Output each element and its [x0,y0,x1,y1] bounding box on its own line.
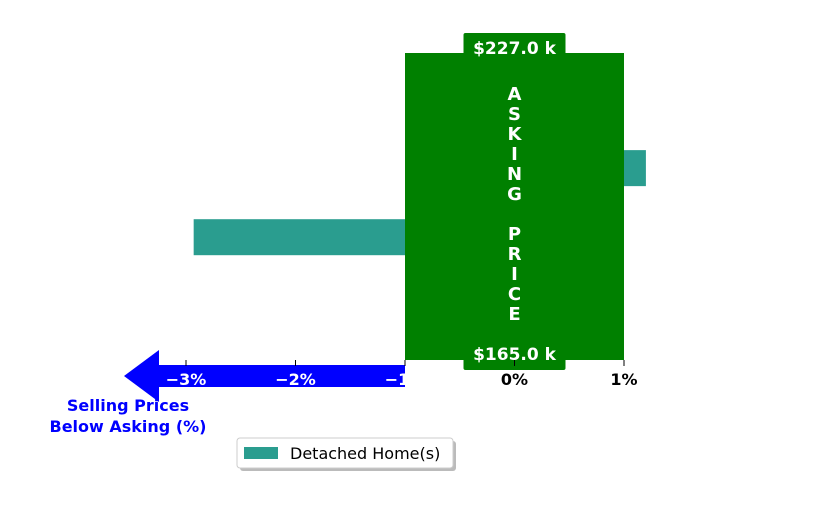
asking-price-letter: R [508,244,522,265]
legend-swatch [244,447,278,459]
arrow-label-line2: Below Asking (%) [50,417,207,436]
x-tick-label: 0% [501,370,528,389]
asking-price-letter: P [508,224,521,245]
x-tick-label: −2% [275,370,316,389]
x-tick-label: −1% [385,370,426,389]
x-tick-label: −3% [166,370,207,389]
asking-price-letter: A [508,84,522,105]
asking-price-letter: S [508,104,521,125]
legend-label: Detached Home(s) [290,444,440,463]
asking-price-letter: G [507,184,522,205]
asking-price-letter: I [511,264,518,285]
asking-price-letter: K [508,124,523,145]
arrow-label-line1: Selling Prices [67,396,189,415]
asking-price-letter: E [508,304,520,325]
x-axis: −3% −2% −1% 0% 1% [166,360,638,389]
top-price-tag [463,33,566,62]
legend: Detached Home(s) [236,437,456,471]
asking-price-letter: I [511,144,518,165]
asking-price-letter: N [507,164,522,185]
bottom-price-tag [463,341,566,370]
top-price-label: $227.0 k [473,39,557,59]
below-asking-arrow-group: Selling Prices Below Asking (%) [50,350,405,436]
below-asking-arrow [124,350,405,402]
bottom-price-label: $165.0 k [473,345,557,365]
legend-box [236,437,454,469]
x-tick-label: 1% [610,370,637,389]
asking-price-band [405,53,624,360]
asking-price-letter: C [508,284,521,305]
